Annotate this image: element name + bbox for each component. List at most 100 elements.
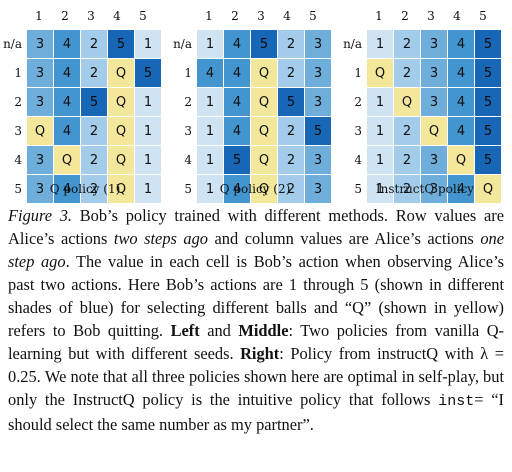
- policy-cell: 2: [278, 175, 304, 203]
- policy-cell: 4: [54, 30, 80, 58]
- caption-text: = “I should select the same number as my…: [8, 390, 504, 434]
- policy-cell: Q: [108, 146, 134, 174]
- caption-emphasis: two steps ago: [113, 229, 208, 248]
- column-label: 2: [401, 9, 409, 23]
- policy-cell: Q: [108, 59, 134, 87]
- row-label: 5: [170, 175, 196, 203]
- policy-cell: 4: [54, 117, 80, 145]
- policy-cell: 5: [305, 117, 331, 145]
- policy-cell: 5: [224, 146, 250, 174]
- policy-cell: 5: [475, 30, 501, 58]
- caption-text: . The value in each cell is Bob’s action…: [8, 252, 505, 340]
- policy-cell: 1: [135, 117, 161, 145]
- column-label: 5: [479, 9, 487, 23]
- policy-cell: 4: [448, 117, 474, 145]
- column-label: 4: [283, 9, 291, 23]
- policy-cell: 3: [305, 59, 331, 87]
- policy-cell: 3: [421, 30, 447, 58]
- panel-title: InstructQ policy: [375, 182, 475, 196]
- policy-cell: 4: [448, 59, 474, 87]
- header-spacer: [340, 8, 366, 24]
- caption-label: Figure 3.: [8, 206, 73, 225]
- policy-cell: 3: [421, 146, 447, 174]
- policy-cell: 2: [81, 30, 107, 58]
- policy-cell: 3: [305, 88, 331, 116]
- column-header: 1 2 3 4 5: [170, 8, 326, 24]
- caption-text: : Two policies from vanilla Q-learning b…: [8, 321, 504, 363]
- row-label: 5: [340, 175, 366, 203]
- policy-cell: 4: [224, 175, 250, 203]
- row-label: 2: [0, 88, 26, 116]
- row-label: n/a: [170, 30, 196, 58]
- policy-cell: 2: [394, 175, 420, 203]
- policy-cell: Q: [421, 117, 447, 145]
- policy-cell: 2: [278, 59, 304, 87]
- policy-cell: 5: [135, 59, 161, 87]
- panel-title: Q policy (2): [219, 182, 291, 196]
- policy-cell: 5: [475, 88, 501, 116]
- policy-cell: Q: [108, 117, 134, 145]
- policy-cell: Q: [108, 175, 134, 203]
- column-label: 1: [205, 9, 213, 23]
- policy-cell: 4: [224, 30, 250, 58]
- policy-cell: 1: [135, 30, 161, 58]
- policy-cell: 3: [27, 59, 53, 87]
- caption-code: inst: [438, 393, 475, 410]
- policy-cell: 2: [278, 30, 304, 58]
- policy-cell: 3: [27, 175, 53, 203]
- policy-cell: 2: [394, 30, 420, 58]
- row-label: n/a: [0, 30, 26, 58]
- policy-cell: 2: [394, 59, 420, 87]
- policy-cell: 2: [394, 117, 420, 145]
- policy-cell: 4: [224, 59, 250, 87]
- column-label: 4: [453, 9, 461, 23]
- column-label: 1: [35, 9, 43, 23]
- column-label: 2: [61, 9, 69, 23]
- policy-cell: Q: [108, 88, 134, 116]
- policy-cell: 3: [421, 59, 447, 87]
- figure-caption: Figure 3. Bob’s policy trained with diff…: [8, 204, 504, 436]
- caption-text: and: [199, 321, 239, 340]
- caption-bold: Middle: [238, 321, 289, 340]
- policy-cell: 3: [421, 88, 447, 116]
- policy-cell: 1: [367, 146, 393, 174]
- policy-cell: 3: [27, 88, 53, 116]
- row-label: 4: [0, 146, 26, 174]
- row-label: 3: [170, 117, 196, 145]
- column-label: 1: [375, 9, 383, 23]
- column-label: 3: [257, 9, 265, 23]
- policy-cell: Q: [251, 88, 277, 116]
- column-label: 2: [231, 9, 239, 23]
- column-label: 3: [427, 9, 435, 23]
- policy-cell: 4: [54, 59, 80, 87]
- row-label: 1: [0, 59, 26, 87]
- policy-cell: 1: [197, 175, 223, 203]
- column-label: 4: [113, 9, 121, 23]
- policy-cell: 3: [305, 146, 331, 174]
- column-label: 3: [87, 9, 95, 23]
- policy-cell: Q: [251, 117, 277, 145]
- policy-cell: 4: [448, 30, 474, 58]
- policy-cell: 4: [224, 117, 250, 145]
- policy-cell: 3: [27, 146, 53, 174]
- policy-cell: 4: [54, 88, 80, 116]
- column-header: 1 2 3 4 5: [0, 8, 156, 24]
- policy-cell: 3: [27, 30, 53, 58]
- policy-cell: 1: [197, 30, 223, 58]
- column-label: 5: [139, 9, 147, 23]
- policy-cell: 3: [305, 175, 331, 203]
- policy-cell: 4: [54, 175, 80, 203]
- row-label: 5: [0, 175, 26, 203]
- column-header: 1 2 3 4 5: [340, 8, 496, 24]
- row-label: 4: [340, 146, 366, 174]
- caption-text: : Policy from instructQ with λ = 0.25. W…: [8, 344, 504, 409]
- policy-cell: 1: [367, 175, 393, 203]
- policy-grid: n/a 3 4 2 5 1 1 3 4 2 Q 5 2 3 4 5 Q 1 3 Q 4 2 Q 1 4 3 Q 2 Q 1 5 3 4 2 Q 1: [0, 30, 161, 203]
- policy-cell: Q: [251, 146, 277, 174]
- policy-cell: 5: [475, 59, 501, 87]
- caption-emphasis: one step ago: [8, 229, 504, 271]
- policy-cell: 5: [278, 88, 304, 116]
- row-label: 3: [0, 117, 26, 145]
- policy-cell: 4: [448, 175, 474, 203]
- policy-grid: n/a 1 4 5 2 3 1 4 4 Q 2 3 2 1 4 Q 5 3 3 1 4 Q 2 5 4 1 5 Q 2 3 5 1 4 Q 2 3: [170, 30, 331, 203]
